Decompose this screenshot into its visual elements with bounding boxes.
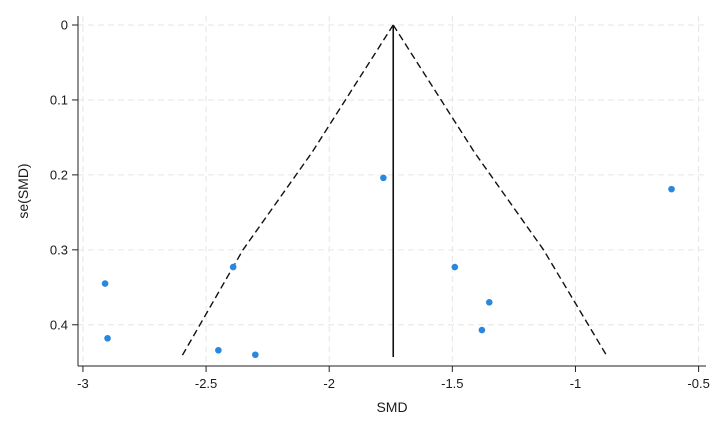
x-tick-label: -0.5 xyxy=(687,376,709,391)
study-point xyxy=(380,174,387,182)
y-tick-label: 0.4 xyxy=(50,317,68,332)
tick-labels: -3 -2.5 -2 -1.5 -1 -0.5 0 0.1 0.2 0.3 0.4 xyxy=(50,17,710,391)
study-point xyxy=(104,334,111,342)
study-point xyxy=(215,346,222,354)
y-tick-label: 0.3 xyxy=(50,242,68,257)
x-tick-label: -3 xyxy=(77,376,89,391)
study-point xyxy=(478,326,486,334)
x-tick-label: -1 xyxy=(570,376,582,391)
axes xyxy=(72,16,706,372)
study-point xyxy=(485,298,493,306)
grid xyxy=(78,16,706,366)
study-point xyxy=(101,280,109,287)
funnel-limit-left xyxy=(180,24,394,358)
funnel-limits xyxy=(180,24,609,358)
study-point xyxy=(451,263,459,271)
y-tick-label: 0 xyxy=(61,17,68,32)
x-axis-title: SMD xyxy=(376,399,407,415)
study-point xyxy=(229,263,237,271)
y-axis-title: se(SMD) xyxy=(15,163,31,218)
y-tick-label: 0.2 xyxy=(50,167,68,182)
study-point xyxy=(252,351,259,359)
x-tick-label: -1.5 xyxy=(441,376,463,391)
x-tick-label: -2 xyxy=(323,376,335,391)
y-tick-label: 0.1 xyxy=(50,92,68,107)
x-tick-label: -2.5 xyxy=(195,376,217,391)
funnel-limit-right xyxy=(392,24,609,358)
study-point xyxy=(668,185,675,193)
study-points xyxy=(101,174,675,359)
